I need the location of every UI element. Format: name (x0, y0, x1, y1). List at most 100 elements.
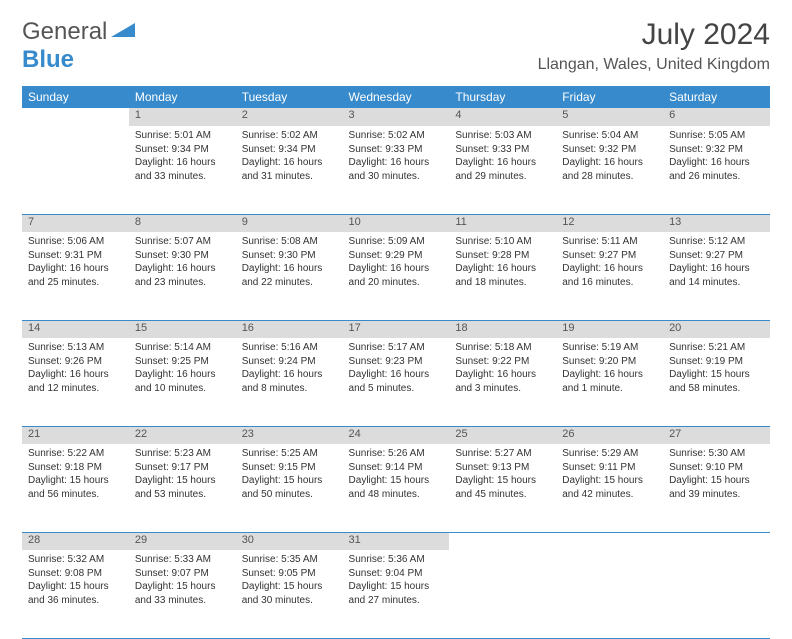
sunrise-text: Sunrise: 5:25 AM (242, 448, 318, 459)
day-number: 14 (22, 320, 129, 338)
day-cell: Sunrise: 5:14 AMSunset: 9:25 PMDaylight:… (129, 338, 236, 426)
day-number: 17 (343, 320, 450, 338)
day-cell: Sunrise: 5:01 AMSunset: 9:34 PMDaylight:… (129, 126, 236, 214)
weekday-header-row: SundayMondayTuesdayWednesdayThursdayFrid… (22, 86, 770, 108)
day-number: 22 (129, 426, 236, 444)
sunset-text: Sunset: 9:27 PM (562, 250, 636, 261)
day-cell: Sunrise: 5:09 AMSunset: 9:29 PMDaylight:… (343, 232, 450, 320)
daylight-text: Daylight: 15 hours and 45 minutes. (455, 475, 536, 500)
day-cell: Sunrise: 5:02 AMSunset: 9:34 PMDaylight:… (236, 126, 343, 214)
day-cell: Sunrise: 5:36 AMSunset: 9:04 PMDaylight:… (343, 550, 450, 638)
weekday-header: Tuesday (236, 86, 343, 108)
sunrise-text: Sunrise: 5:13 AM (28, 342, 104, 353)
daylight-text: Daylight: 15 hours and 36 minutes. (28, 581, 109, 606)
sunrise-text: Sunrise: 5:01 AM (135, 130, 211, 141)
day-cell: Sunrise: 5:13 AMSunset: 9:26 PMDaylight:… (22, 338, 129, 426)
day-number: 6 (663, 108, 770, 126)
logo-triangle-icon (111, 18, 137, 46)
day-number: 2 (236, 108, 343, 126)
content-row: Sunrise: 5:22 AMSunset: 9:18 PMDaylight:… (22, 444, 770, 532)
sunrise-text: Sunrise: 5:02 AM (242, 130, 318, 141)
daylight-text: Daylight: 16 hours and 25 minutes. (28, 263, 109, 288)
day-cell: Sunrise: 5:27 AM Sunset: 9:13 PM Daylight:… (449, 444, 556, 532)
sunrise-text: Sunrise: 5:33 AM (135, 554, 211, 565)
day-number: 13 (663, 214, 770, 232)
day-number: 20 (663, 320, 770, 338)
sunset-text: Sunset: 9:11 PM (562, 462, 635, 473)
day-number: 21 (22, 426, 129, 444)
sunrise-text: Sunrise: 5:14 AM (135, 342, 211, 353)
sunrise-text: Sunrise: 5:12 AM (669, 236, 745, 247)
sunset-text: Sunset: 9:13 PM (455, 462, 529, 473)
day-cell: Sunrise: 5:03 AMSunset: 9:33 PMDaylight:… (449, 126, 556, 214)
day-cell: Sunrise: 5:08 AM Sunset: 9:30 PM Daylight:… (236, 232, 343, 320)
daylight-text: Daylight: 16 hours and 33 minutes. (135, 157, 216, 182)
sunrise-text: Sunrise: 5:21 AM (669, 342, 745, 353)
sunset-text: Sunset: 9:10 PM (669, 462, 743, 473)
content-row: Sunrise: 5:06 AM Sunset: 9:31 PM Daylight:… (22, 232, 770, 320)
day-number: 29 (129, 532, 236, 550)
daylight-text: Daylight: 16 hours and 20 minutes. (349, 263, 430, 288)
sunrise-text: Sunrise: 5:09 AM (349, 236, 425, 247)
logo-text: General Blue (22, 18, 137, 74)
daylight-text: Daylight: 16 hours and 18 minutes. (455, 263, 536, 288)
day-number: 16 (236, 320, 343, 338)
daylight-text: Daylight: 16 hours and 29 minutes. (455, 157, 536, 182)
daylight-text: Daylight: 16 hours and 1 minute. (562, 369, 643, 394)
day-number: 3 (343, 108, 450, 126)
sunrise-text: Sunrise: 5:08 AM (242, 236, 318, 247)
day-number: 12 (556, 214, 663, 232)
sunrise-text: Sunrise: 5:06 AM (28, 236, 104, 247)
day-cell: Sunrise: 5:35 AMSunset: 9:05 PMDaylight:… (236, 550, 343, 638)
weekday-header: Saturday (663, 86, 770, 108)
sunset-text: Sunset: 9:04 PM (349, 568, 423, 579)
day-number: 9 (236, 214, 343, 232)
sunset-text: Sunset: 9:30 PM (242, 250, 316, 261)
day-cell: Sunrise: 5:04 AMSunset: 9:32 PMDaylight:… (556, 126, 663, 214)
daylight-text: Daylight: 16 hours and 16 minutes. (562, 263, 643, 288)
calendar-table: SundayMondayTuesdayWednesdayThursdayFrid… (22, 86, 770, 639)
sunrise-text: Sunrise: 5:17 AM (349, 342, 425, 353)
day-cell: Sunrise: 5:26 AMSunset: 9:14 PMDaylight:… (343, 444, 450, 532)
title-block: July 2024 Llangan, Wales, United Kingdom (538, 18, 770, 74)
day-cell: Sunrise: 5:05 AMSunset: 9:32 PMDaylight:… (663, 126, 770, 214)
sunrise-text: Sunrise: 5:18 AM (455, 342, 531, 353)
sunset-text: Sunset: 9:07 PM (135, 568, 209, 579)
day-cell: Sunrise: 5:18 AMSunset: 9:22 PMDaylight:… (449, 338, 556, 426)
day-cell: Sunrise: 5:19 AMSunset: 9:20 PMDaylight:… (556, 338, 663, 426)
daylight-text: Daylight: 15 hours and 50 minutes. (242, 475, 323, 500)
day-number: 27 (663, 426, 770, 444)
sunrise-text: Sunrise: 5:16 AM (242, 342, 318, 353)
sunset-text: Sunset: 9:08 PM (28, 568, 102, 579)
logo: General Blue (22, 18, 137, 74)
sunset-text: Sunset: 9:32 PM (669, 144, 743, 155)
daylight-text: Daylight: 16 hours and 23 minutes. (135, 263, 216, 288)
sunset-text: Sunset: 9:31 PM (28, 250, 102, 261)
day-number: 18 (449, 320, 556, 338)
daylight-text: Daylight: 16 hours and 22 minutes. (242, 263, 323, 288)
day-number: 26 (556, 426, 663, 444)
day-cell (556, 550, 663, 638)
sunset-text: Sunset: 9:23 PM (349, 356, 423, 367)
day-cell: Sunrise: 5:16 AMSunset: 9:24 PMDaylight:… (236, 338, 343, 426)
sunrise-text: Sunrise: 5:27 AM (455, 448, 531, 459)
daynum-row: 123456 (22, 108, 770, 126)
day-number: 30 (236, 532, 343, 550)
daylight-text: Daylight: 15 hours and 39 minutes. (669, 475, 750, 500)
weekday-header: Monday (129, 86, 236, 108)
day-cell: Sunrise: 5:17 AMSunset: 9:23 PMDaylight:… (343, 338, 450, 426)
daynum-row: 14151617181920 (22, 320, 770, 338)
sunrise-text: Sunrise: 5:26 AM (349, 448, 425, 459)
weekday-header: Sunday (22, 86, 129, 108)
sunset-text: Sunset: 9:26 PM (28, 356, 102, 367)
weekday-header: Thursday (449, 86, 556, 108)
sunset-text: Sunset: 9:30 PM (135, 250, 209, 261)
day-number (449, 532, 556, 550)
day-cell: Sunrise: 5:29 AMSunset: 9:11 PMDaylight:… (556, 444, 663, 532)
day-number: 10 (343, 214, 450, 232)
weekday-header: Wednesday (343, 86, 450, 108)
sunrise-text: Sunrise: 5:11 AM (562, 236, 637, 247)
sunset-text: Sunset: 9:17 PM (135, 462, 209, 473)
daylight-text: Daylight: 15 hours and 42 minutes. (562, 475, 643, 500)
page-title: July 2024 (538, 18, 770, 52)
